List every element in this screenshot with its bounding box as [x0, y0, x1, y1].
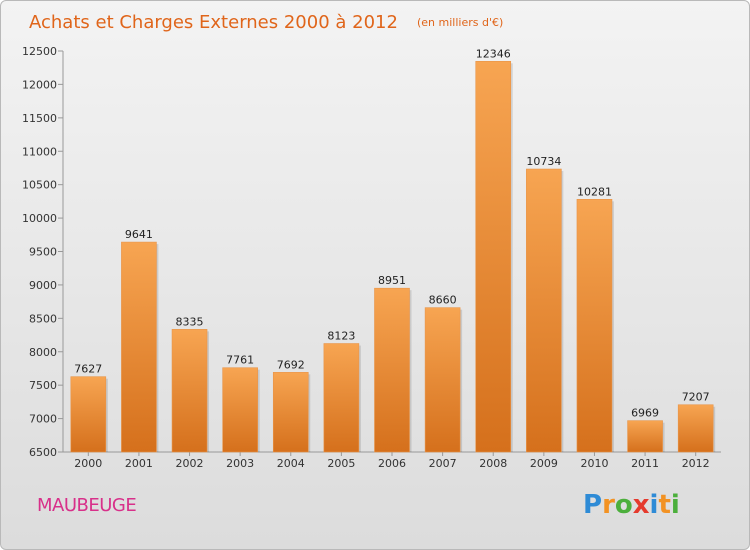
bar-value-label: 10281 [577, 185, 612, 198]
bar-value-label: 12346 [476, 47, 511, 60]
chart-unit: (en milliers d'€) [417, 16, 503, 29]
y-tick-label: 10000 [22, 212, 57, 225]
y-tick-label: 8500 [29, 312, 57, 325]
y-tick-label: 12500 [22, 45, 57, 58]
logo-letter: i [670, 490, 680, 520]
logo-letter: r [602, 490, 615, 520]
chart-title: Achats et Charges Externes 2000 à 2012 [29, 12, 398, 33]
logo-letter: P [583, 490, 603, 520]
logo-letter: t [658, 490, 671, 520]
bar-value-label: 6969 [631, 407, 659, 420]
y-tick-label: 6500 [29, 446, 57, 459]
bar [627, 420, 663, 453]
x-tick-label: 2004 [277, 457, 305, 470]
city-label: MAUBEUGE [37, 495, 137, 516]
bar [272, 372, 309, 453]
logo-letter: i [649, 490, 659, 520]
y-tick-label: 9000 [29, 279, 57, 292]
x-tick-label: 2007 [429, 457, 457, 470]
bar-value-label: 7692 [277, 358, 305, 371]
x-tick-label: 2008 [479, 457, 507, 470]
bar-value-label: 8335 [176, 315, 204, 328]
y-tick-label: 11500 [22, 112, 57, 125]
bar-value-label: 8123 [327, 330, 355, 343]
bar [222, 367, 258, 453]
x-tick-label: 2001 [125, 457, 153, 470]
bar [171, 329, 208, 453]
x-tick-label: 2012 [682, 457, 710, 470]
bar-value-label: 7627 [74, 363, 102, 376]
y-tick-label: 7000 [29, 413, 57, 426]
y-tick-label: 9500 [29, 246, 57, 259]
y-tick-label: 12000 [22, 78, 57, 91]
bar-value-label: 10734 [526, 155, 561, 168]
x-tick-label: 2005 [327, 457, 355, 470]
x-tick-label: 2006 [378, 457, 406, 470]
bar-value-label: 7761 [226, 354, 254, 367]
bar-value-label: 8951 [378, 274, 406, 287]
axes: 6500 7000 7500 8000 8500 9000 9500 10000 10500 11… [22, 45, 721, 470]
bar [677, 404, 714, 453]
bar [475, 60, 512, 453]
bar [576, 199, 613, 453]
logo-letter: o [614, 490, 633, 520]
bar [374, 287, 410, 453]
x-tick-label: 2011 [631, 457, 659, 470]
x-tick-label: 2010 [580, 457, 608, 470]
y-tick-label: 8000 [29, 346, 57, 359]
x-tick-label: 2009 [530, 457, 558, 470]
y-tick-label: 10500 [22, 179, 57, 192]
bar-value-label: 7207 [682, 391, 710, 404]
bar [121, 241, 157, 453]
x-tick-label: 2002 [176, 457, 204, 470]
y-tick-label: 7500 [29, 379, 57, 392]
proxiti-logo: Proxiti [583, 490, 680, 520]
bar [424, 307, 461, 453]
bar-value-label: 9641 [125, 228, 153, 241]
bar [526, 168, 562, 453]
bar [70, 376, 107, 453]
bar-value-label: 8660 [429, 294, 457, 307]
logo-letter: x [632, 490, 650, 520]
y-tick-label: 11000 [22, 145, 57, 158]
x-tick-label: 2003 [226, 457, 254, 470]
x-tick-label: 2000 [74, 457, 102, 470]
bar [323, 343, 360, 453]
bars: 7627 9641 8335 7761 7692 8123 8951 8660 12346 107… [70, 47, 716, 453]
